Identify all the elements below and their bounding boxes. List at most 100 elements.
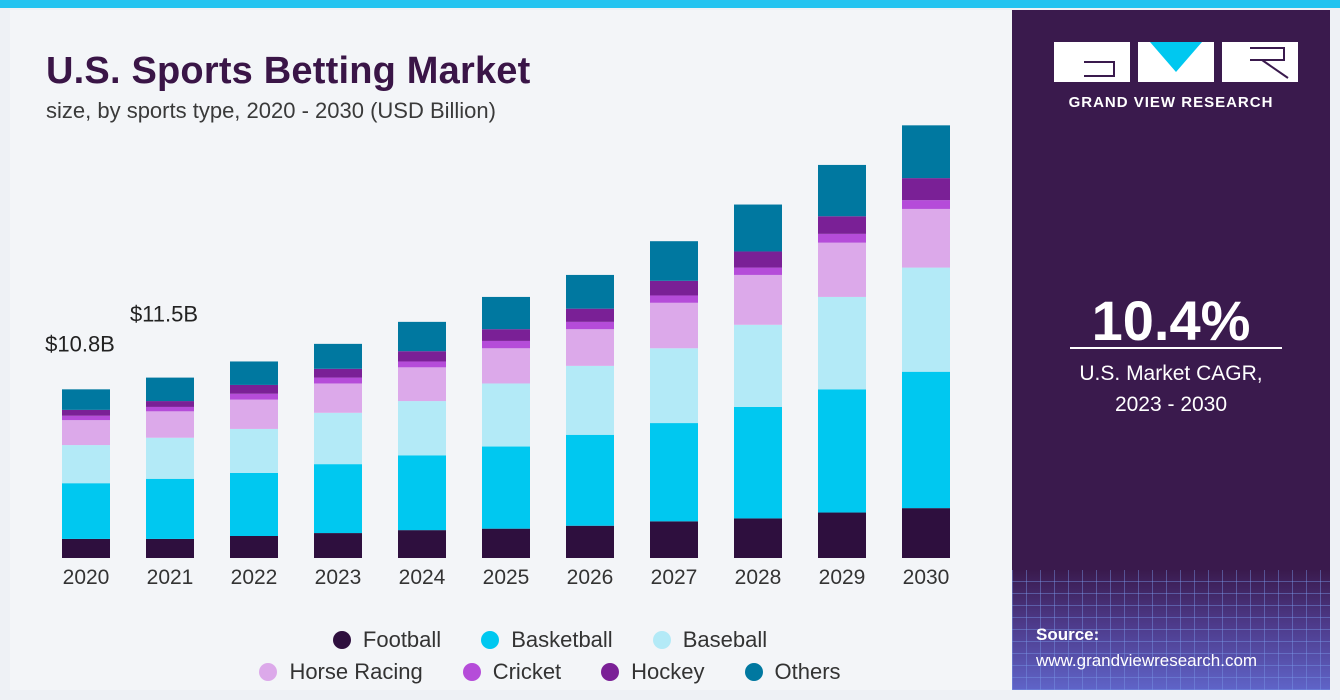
bar-2025-basketball: [482, 446, 530, 529]
legend-label-baseball: Baseball: [682, 627, 768, 652]
cagr-label-line1: U.S. Market CAGR,: [1079, 362, 1263, 385]
bar-2023-basketball: [314, 464, 362, 534]
bar-2027-hockey: [650, 280, 698, 296]
bar-2024-basketball: [398, 455, 446, 531]
legend-swatch-cricket: [462, 663, 481, 681]
x-tick-label-2022: 2022: [231, 566, 278, 589]
bar-2024-baseball: [398, 401, 446, 456]
bar-2023-hockey: [314, 368, 362, 378]
cagr-divider: [1070, 347, 1282, 349]
stacked-bar-chart: 2020 2021 2022 2023 2024 2025 2026 2027 2028 2029…: [45, 125, 950, 589]
x-tick-label-2027: 2027: [651, 566, 698, 589]
bar-2028-baseball: [734, 324, 782, 407]
legend-swatch-others: [744, 663, 763, 681]
total-label-2021: $11.5B: [130, 302, 198, 327]
x-tick-label-2030: 2030: [903, 566, 950, 589]
legend-label-basketball: Basketball: [511, 627, 613, 652]
legend-item-baseball: Baseball: [652, 627, 768, 653]
bar-2022-football: [230, 536, 278, 558]
decorative-grid: [1012, 570, 1330, 690]
legend-swatch-football: [332, 631, 351, 649]
legend-label-football: Football: [362, 627, 442, 652]
bar-2026-cricket: [566, 321, 614, 330]
bar-2022-hockey: [230, 384, 278, 394]
bar-2029-basketball: [818, 389, 866, 513]
bar-2026-basketball: [566, 434, 614, 526]
bar-2021-basketball: [146, 478, 194, 539]
bar-2020-basketball: [62, 483, 110, 539]
legend-item-cricket: Cricket: [462, 659, 561, 685]
bar-2025-football: [482, 528, 530, 558]
bar-2022-baseball: [230, 428, 278, 473]
legend-swatch-horse-racing: [259, 663, 278, 681]
bar-2030-cricket: [902, 200, 950, 209]
legend-item-basketball: Basketball: [481, 627, 613, 653]
bar-2023-others: [314, 343, 362, 369]
legend-swatch-basketball: [481, 631, 500, 649]
bar-2027-others: [650, 241, 698, 281]
bar-2028-hockey: [734, 251, 782, 268]
legend-row-1: Football Basketball Baseball: [210, 624, 890, 656]
bar-2030-football: [902, 508, 950, 558]
legend-label-horse-racing: Horse Racing: [289, 659, 423, 684]
bar-2021-others: [146, 377, 194, 402]
source-block: Source: www.grandviewresearch.com: [1036, 622, 1257, 674]
x-tick-label-2025: 2025: [483, 566, 530, 589]
side-panel: GRAND VIEW RESEARCH 10.4% U.S. Market CA…: [1012, 10, 1330, 690]
top-accent-line: [0, 0, 1340, 8]
chart-legend: Football Basketball Baseball Horse Racin…: [210, 624, 890, 688]
bar-2024-others: [398, 321, 446, 352]
bar-2029-cricket: [818, 233, 866, 243]
bar-2030-basketball: [902, 371, 950, 509]
cagr-label: U.S. Market CAGR, 2023 - 2030: [1012, 358, 1330, 420]
chart-title: U.S. Sports Betting Market: [46, 50, 531, 92]
source-label: Source:: [1036, 625, 1100, 644]
bar-2020-cricket: [62, 415, 110, 421]
chart-panel: U.S. Sports Betting Market size, by spor…: [10, 10, 1012, 690]
bar-2022-cricket: [230, 393, 278, 400]
grand-view-research-logo: [1054, 42, 1298, 82]
bar-2026-baseball: [566, 365, 614, 435]
bar-2028-football: [734, 518, 782, 558]
legend-item-hockey: Hockey: [601, 659, 705, 685]
bar-2026-hockey: [566, 308, 614, 322]
bar-2027-football: [650, 521, 698, 558]
bar-2024-cricket: [398, 361, 446, 368]
legend-swatch-baseball: [652, 631, 671, 649]
bar-2020-football: [62, 538, 110, 558]
bar-2029-football: [818, 512, 866, 558]
bar-2026-football: [566, 525, 614, 558]
bar-2023-horse-racing: [314, 383, 362, 413]
bar-2024-horse-racing: [398, 367, 446, 402]
bar-2024-hockey: [398, 351, 446, 362]
legend-item-horse-racing: Horse Racing: [259, 659, 423, 685]
bar-2029-horse-racing: [818, 242, 866, 297]
legend-label-hockey: Hockey: [631, 659, 705, 684]
total-label-2020: $10.8B: [45, 331, 115, 356]
x-tick-label-2026: 2026: [567, 566, 614, 589]
bar-2025-hockey: [482, 329, 530, 341]
bar-2023-football: [314, 533, 362, 558]
bar-2023-baseball: [314, 412, 362, 465]
source-link[interactable]: www.grandviewresearch.com: [1036, 651, 1258, 670]
bar-2021-cricket: [146, 406, 194, 412]
bar-2020-hockey: [62, 409, 110, 416]
brand-name: GRAND VIEW RESEARCH: [1068, 94, 1274, 111]
legend-label-others: Others: [774, 659, 841, 684]
bar-2027-basketball: [650, 423, 698, 522]
legend-swatch-hockey: [601, 663, 620, 681]
bar-2026-horse-racing: [566, 329, 614, 366]
chart-subtitle: size, by sports type, 2020 - 2030 (USD B…: [46, 98, 496, 123]
cagr-value: 10.4%: [1091, 289, 1251, 352]
bar-2030-horse-racing: [902, 208, 950, 268]
x-tick-label-2021: 2021: [147, 566, 194, 589]
legend-item-others: Others: [744, 659, 841, 685]
cagr-label-line2: 2023 - 2030: [1114, 393, 1228, 416]
bar-2024-football: [398, 530, 446, 558]
bar-2028-basketball: [734, 406, 782, 519]
bar-2021-football: [146, 538, 194, 558]
x-tick-label-2020: 2020: [63, 566, 110, 589]
bar-2026-others: [566, 274, 614, 309]
bar-2022-basketball: [230, 472, 278, 536]
bar-2029-baseball: [818, 296, 866, 390]
